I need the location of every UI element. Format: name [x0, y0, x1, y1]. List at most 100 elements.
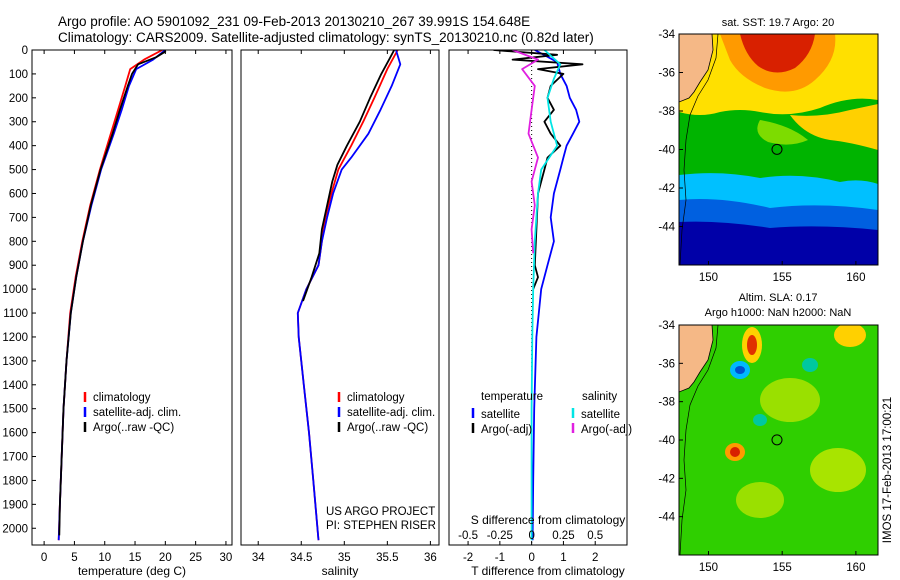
sla-map: Altim. SLA: 0.17 Argo h1000: NaN h2000: …: [658, 292, 879, 574]
sst-lat-axis: -34 -36 -38 -40 -42 -44: [658, 29, 683, 234]
depth-axis: 0 100 200 300 400 500 600 700 800 900 1000 1100 1200…: [2, 45, 36, 535]
lon-tick-label: 155: [773, 272, 792, 284]
lon-tick-label: 160: [846, 562, 865, 574]
lat-tick-label: -40: [658, 435, 675, 447]
sla-isobath: [679, 325, 719, 555]
depth-tick-label: 1500: [2, 404, 28, 416]
sst-float-marker: [771, 143, 783, 155]
difference-legend: temperature salinity satellite Argo(-adj) sa…: [471, 391, 632, 436]
difference-xlabel-top: S difference from climatology: [471, 513, 626, 527]
difference-panel: -2 -1 0 1 2 -0.5 -0.25 0 0.25 0.5 S difference f…: [448, 49, 632, 578]
temperature-axes-frame: [31, 49, 233, 546]
sla-blob-3: [736, 482, 784, 518]
lat-tick-label: -34: [658, 29, 675, 41]
depth-tick-label: 700: [9, 212, 28, 224]
sst-deep-band: [679, 221, 878, 265]
sla-land: [679, 325, 714, 393]
legend-label: satellite: [481, 409, 520, 421]
sst-map: sat. SST: 19.7 Argo: 20 -34-36-38-40-42-…: [658, 17, 879, 284]
series-line-argo-raw-qc-: [302, 50, 395, 302]
imos-stamp: IMOS 17-Feb-2013 17:00:21: [882, 397, 894, 543]
x-tick-label: -1: [495, 552, 505, 564]
legend-group-title: salinity: [582, 391, 617, 403]
salinity-legend: climatology satellite-adj. clim. Argo(..ra…: [337, 392, 435, 434]
lon-tick-label: 150: [699, 562, 718, 574]
depth-tick-label: 1600: [2, 428, 28, 440]
salinity-xlabel: salinity: [322, 564, 359, 578]
depth-tick-label: 200: [9, 93, 28, 105]
lon-tick-label: 150: [699, 272, 718, 284]
depth-tick-label: 2000: [2, 523, 28, 535]
legend-label: satellite-adj. clim.: [93, 407, 181, 419]
lon-tick-label: 160: [846, 272, 865, 284]
legend-label: climatology: [347, 392, 405, 404]
header-line-1: Argo profile: AO 5901092_231 09-Feb-2013…: [58, 14, 531, 29]
temperature-panel: 0100200300400500600700800900100011001200…: [2, 45, 233, 578]
difference-salinity-axis: -0.5 -0.25 0 0.25 0.5: [458, 530, 603, 542]
temperature-lines: [57, 50, 167, 541]
difference-lines: [493, 50, 584, 541]
salinity-lines: [296, 50, 402, 541]
lat-tick-label: -36: [658, 358, 675, 370]
sst-isobath: [679, 34, 719, 265]
depth-tick-label: 600: [9, 188, 28, 200]
lat-tick-label: -44: [658, 222, 675, 234]
sst-warm-tongue: [790, 104, 878, 150]
lat-tick-label: -42: [658, 473, 675, 485]
legend-label: satellite: [581, 409, 620, 421]
top-tick-label: 0: [528, 530, 534, 542]
legend-label: climatology: [93, 392, 151, 404]
temperature-xlabel: temperature (deg C): [78, 564, 186, 578]
sla-blob-2: [810, 448, 866, 492]
project-annotation: US ARGO PROJECT: [326, 506, 435, 518]
x-tick-label: 35: [338, 552, 351, 564]
sla-map-title-1: Altim. SLA: 0.17: [739, 292, 818, 304]
sla-high-2-core: [730, 447, 740, 457]
x-tick-label: 1: [560, 552, 566, 564]
difference-axes-frame: [448, 49, 628, 546]
depth-tick-label: 1100: [3, 308, 28, 320]
depth-tick-label: 1900: [2, 499, 28, 511]
sst-land: [679, 34, 714, 103]
depth-tick-label: 300: [9, 117, 28, 129]
x-tick-label: 2: [592, 552, 598, 564]
lat-tick-label: -44: [658, 512, 675, 524]
sst-lon-axis: 150 155 160: [699, 261, 865, 284]
x-tick-label: 34.5: [290, 552, 312, 564]
sla-base: [679, 325, 878, 555]
sla-low-3: [753, 414, 767, 426]
sla-map-title-2: Argo h1000: NaN h2000: NaN: [705, 307, 852, 319]
depth-tick-label: 800: [9, 236, 28, 248]
series-line-satellite-adj-clim-: [57, 50, 166, 541]
depth-tick-label: 1200: [2, 332, 28, 344]
depth-tick-label: 0: [22, 45, 28, 57]
difference-xlabel: T difference from climatology: [471, 564, 625, 578]
series-line-argo-raw-qc-: [58, 50, 167, 536]
lat-tick-label: -34: [658, 320, 675, 332]
depth-tick-label: 100: [9, 69, 28, 81]
depth-tick-label: 1400: [2, 380, 28, 392]
sst-map-title: sat. SST: 19.7 Argo: 20: [722, 17, 835, 29]
sla-lat-axis: -34 -36 -38 -40 -42 -44: [658, 320, 683, 524]
sla-high-1-core: [747, 335, 757, 355]
x-tick-label: 20: [159, 552, 172, 564]
sla-blob-1: [760, 378, 820, 422]
top-tick-label: -0.5: [458, 530, 478, 542]
legend-label: Argo(..raw -QC): [347, 422, 428, 434]
legend-label: Argo(-adj): [481, 424, 532, 436]
sla-float-marker: [771, 434, 783, 446]
sst-hot-core: [740, 34, 815, 73]
top-tick-label: 0.5: [587, 530, 603, 542]
legend-label: satellite-adj. clim.: [347, 407, 435, 419]
depth-tick-label: 400: [9, 141, 28, 153]
x-tick-label: 10: [98, 552, 111, 564]
depth-tick-label: 1000: [2, 284, 28, 296]
depth-tick-label: 900: [9, 260, 28, 272]
depth-tick-label: 1800: [2, 475, 28, 487]
lon-tick-label: 155: [773, 562, 792, 574]
series-line-satellite: [530, 50, 562, 541]
sla-low-2: [802, 358, 818, 372]
top-tick-label: -0.25: [487, 530, 513, 542]
lat-tick-label: -42: [658, 183, 675, 195]
